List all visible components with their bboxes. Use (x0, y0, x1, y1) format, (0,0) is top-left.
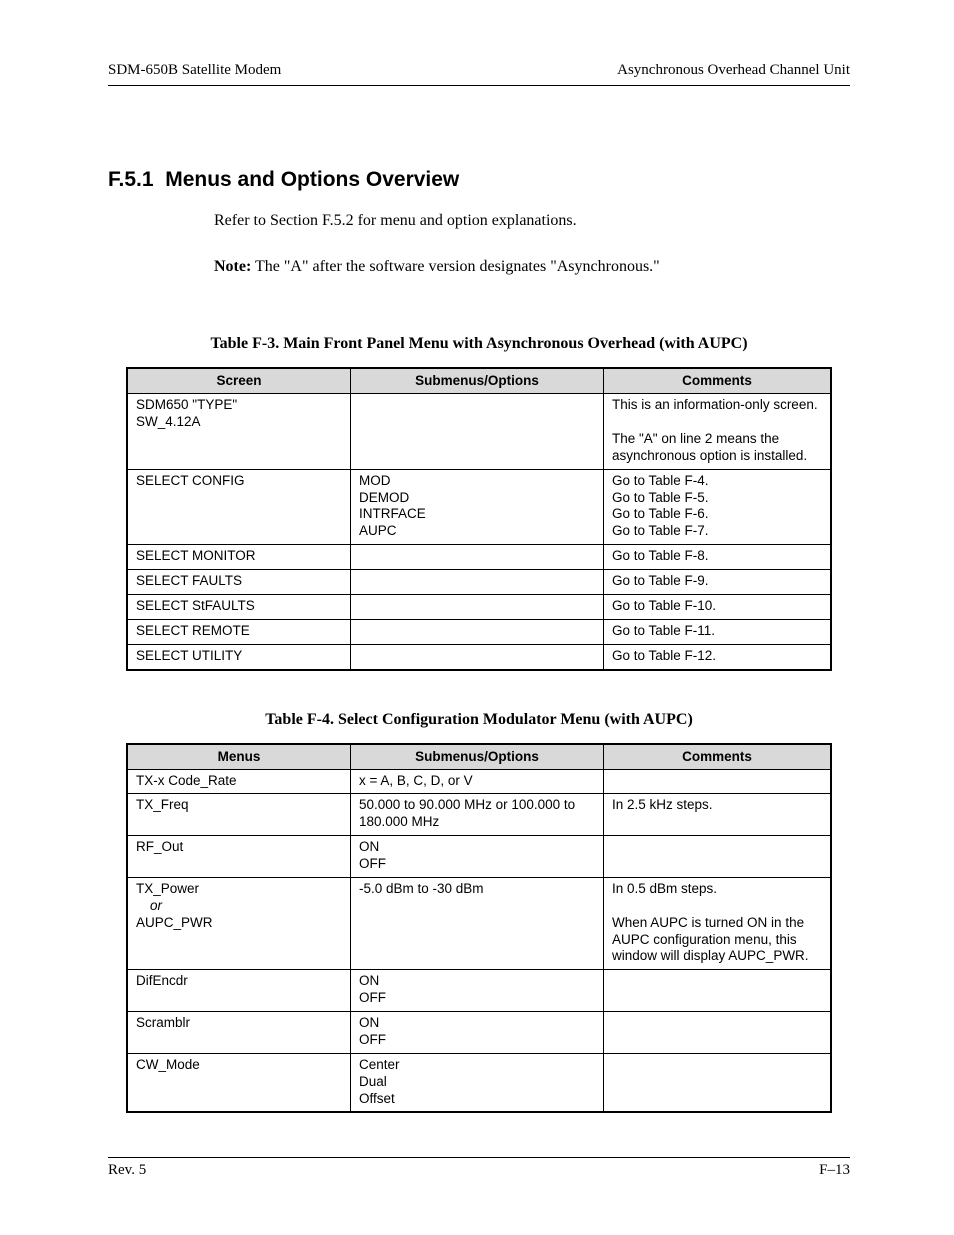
table-cell (604, 1053, 832, 1112)
header-left: SDM-650B Satellite Modem (108, 62, 281, 79)
table-cell: SELECT FAULTS (127, 570, 351, 595)
table-header-cell: Submenus/Options (351, 744, 604, 770)
table-cell: TX-x Code_Rate (127, 769, 351, 794)
footer-left: Rev. 5 (108, 1162, 146, 1179)
table-cell: Go to Table F-9. (604, 570, 832, 595)
footer-rule (108, 1157, 850, 1158)
table-row: SELECT REMOTE Go to Table F-11. (127, 619, 831, 644)
table-cell: SELECT CONFIG (127, 469, 351, 545)
table-cell (351, 545, 604, 570)
table-header-cell: Comments (604, 368, 832, 394)
section-title: Menus and Options Overview (165, 168, 459, 191)
table-cell: TX_PowerorAUPC_PWR (127, 877, 351, 969)
table-header-cell: Comments (604, 744, 832, 770)
paragraph-note: Note: The "A" after the software version… (214, 256, 850, 278)
page-footer: Rev. 5 F–13 (108, 1157, 850, 1179)
table-cell: ONOFF (351, 836, 604, 878)
table-cell (351, 570, 604, 595)
table-row: TX_Freq50.000 to 90.000 MHz or 100.000 t… (127, 794, 831, 836)
running-header: SDM-650B Satellite Modem Asynchronous Ov… (108, 62, 850, 79)
table-row: TX-x Code_Ratex = A, B, C, D, or V (127, 769, 831, 794)
table-cell (351, 594, 604, 619)
table-cell: ONOFF (351, 1012, 604, 1054)
header-right: Asynchronous Overhead Channel Unit (617, 62, 850, 79)
note-text: The "A" after the software version desig… (251, 258, 659, 275)
table-cell (351, 644, 604, 669)
table-cell: SELECT StFAULTS (127, 594, 351, 619)
section-heading: F.5.1 Menus and Options Overview (108, 168, 850, 192)
table-header-cell: Submenus/Options (351, 368, 604, 394)
table-row: TX_PowerorAUPC_PWR-5.0 dBm to -30 dBmIn … (127, 877, 831, 969)
table-cell: SDM650 "TYPE"SW_4.12A (127, 394, 351, 470)
table-f3-body: SDM650 "TYPE"SW_4.12A This is an informa… (127, 394, 831, 670)
table-cell: DifEncdr (127, 970, 351, 1012)
table-cell: In 2.5 kHz steps. (604, 794, 832, 836)
table-cell: SELECT REMOTE (127, 619, 351, 644)
table-row: ScramblrONOFF (127, 1012, 831, 1054)
table-cell (604, 970, 832, 1012)
note-label: Note: (214, 258, 251, 275)
table-cell: In 0.5 dBm steps. When AUPC is turned ON… (604, 877, 832, 969)
table-row: SELECT StFAULTS Go to Table F-10. (127, 594, 831, 619)
table-cell: Go to Table F-12. (604, 644, 832, 669)
table-cell (351, 619, 604, 644)
table-cell: MODDEMODINTRFACEAUPC (351, 469, 604, 545)
table-cell (604, 1012, 832, 1054)
table-cell: Scramblr (127, 1012, 351, 1054)
table-cell: This is an information-only screen. The … (604, 394, 832, 470)
table-row: SELECT MONITOR Go to Table F-8. (127, 545, 831, 570)
table-header-cell: Screen (127, 368, 351, 394)
table-cell: 50.000 to 90.000 MHz or 100.000 to 180.0… (351, 794, 604, 836)
table-cell: SELECT UTILITY (127, 644, 351, 669)
table-row: SELECT CONFIGMODDEMODINTRFACEAUPCGo to T… (127, 469, 831, 545)
table-cell: Go to Table F-11. (604, 619, 832, 644)
table-cell: CenterDualOffset (351, 1053, 604, 1112)
table-cell: TX_Freq (127, 794, 351, 836)
table-row: SELECT FAULTS Go to Table F-9. (127, 570, 831, 595)
table-cell: SELECT MONITOR (127, 545, 351, 570)
table-cell: ONOFF (351, 970, 604, 1012)
table-row: CW_ModeCenterDualOffset (127, 1053, 831, 1112)
header-rule (108, 85, 850, 86)
table-cell (604, 836, 832, 878)
table-row: RF_OutONOFF (127, 836, 831, 878)
table-f3: Screen Submenus/Options Comments SDM650 … (126, 367, 832, 670)
paragraph-intro: Refer to Section F.5.2 for menu and opti… (214, 210, 850, 232)
table-f4-body: TX-x Code_Ratex = A, B, C, D, or V TX_Fr… (127, 769, 831, 1112)
table-row: SDM650 "TYPE"SW_4.12A This is an informa… (127, 394, 831, 470)
table-row: SELECT UTILITY Go to Table F-12. (127, 644, 831, 669)
table-header-row: Screen Submenus/Options Comments (127, 368, 831, 394)
table-f4: Menus Submenus/Options Comments TX-x Cod… (126, 743, 832, 1114)
table-cell: CW_Mode (127, 1053, 351, 1112)
table-cell: Go to Table F-4.Go to Table F-5.Go to Ta… (604, 469, 832, 545)
table-row: DifEncdrONOFF (127, 970, 831, 1012)
footer-right: F–13 (819, 1162, 850, 1179)
table-cell: Go to Table F-10. (604, 594, 832, 619)
table-cell (604, 769, 832, 794)
table-cell (351, 394, 604, 470)
section-number: F.5.1 (108, 168, 154, 191)
table-f4-caption: Table F-4. Select Configuration Modulato… (108, 711, 850, 729)
table-cell: -5.0 dBm to -30 dBm (351, 877, 604, 969)
table-cell: x = A, B, C, D, or V (351, 769, 604, 794)
table-f3-caption: Table F-3. Main Front Panel Menu with As… (108, 335, 850, 353)
table-cell: Go to Table F-8. (604, 545, 832, 570)
table-header-row: Menus Submenus/Options Comments (127, 744, 831, 770)
table-header-cell: Menus (127, 744, 351, 770)
table-cell: RF_Out (127, 836, 351, 878)
